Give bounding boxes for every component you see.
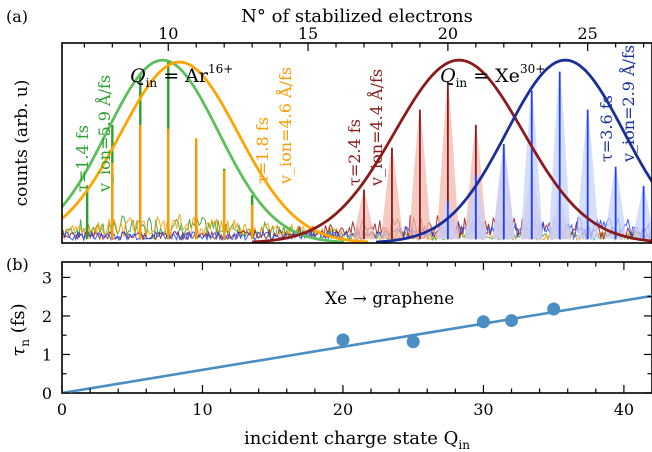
top-axis-tick-label: 20 [438,24,458,43]
series-tau-label: τ=3.6 fs [597,95,616,162]
panel-a-y-axis-label: counts (arb. u) [12,80,32,207]
series-velocity-label: v_ion=2.9 Å/fs [618,45,638,163]
series-velocity-label: v_ion=4.4 Å/fs [366,69,386,187]
series-tau-label: τ=2.4 fs [345,119,364,186]
panel-a-frame [61,42,652,244]
series-tau-label: τ=1.4 fs [73,125,92,192]
panel-b-annotation: Xe → graphene [325,289,454,309]
x-axis-tick-label: 10 [192,400,212,419]
panel-b-data-layers [61,294,652,395]
top-axis-tick-label: 15 [298,24,318,43]
data-point [406,335,420,349]
x-axis-tick-label: 0 [57,400,67,419]
y-axis-tick-label: 3 [42,268,52,287]
fit-line [61,294,652,395]
gaussian-fit-line [60,58,345,244]
argon-group-label: Qin = Ar16+ [130,62,233,90]
data-point [505,314,519,328]
gaussian-fit-line [61,60,369,244]
panel-b-x-axis-label: incident charge state Qin [244,428,470,452]
panel-a-top-ticks: 10 15 20 25 [83,24,645,51]
peak-fill [632,185,652,240]
gaussian-fit-line [251,58,652,244]
x-axis-tick-label: 30 [473,400,493,419]
gaussian-fit-line [375,58,652,244]
series-velocity-label: v_ion=4.6 Å/fs [275,67,295,185]
data-point [547,302,561,316]
data-point [476,315,490,329]
series-tau-label: τ=1.8 fs [253,117,272,184]
x-axis-tick-label: 20 [333,400,353,419]
y-axis-tick-label: 1 [42,345,52,364]
series-annotation-darkred: τ=2.4 fs v_ion=4.4 Å/fs [345,69,386,187]
xenon-group-label: Qin = Xe30+ [440,62,545,90]
panel-a-data-layers [60,58,652,244]
x-axis-tick-label: 40 [614,400,634,419]
top-axis-tick-label: 10 [158,24,178,43]
series-annotation-blue: τ=3.6 fs v_ion=2.9 Å/fs [597,45,638,163]
top-axis-tick-label: 25 [578,24,598,43]
panel-b-frame [61,261,652,394]
y-axis-tick-label: 2 [42,307,52,326]
panel-b: 0 10 20 30 40 0 1 2 3 Xe → graphene incident cha… [8,261,652,452]
series-annotation-orange: τ=1.8 fs v_ion=4.6 Å/fs [253,67,295,185]
data-point [336,333,350,347]
panel-b-label: (b) [6,255,29,274]
y-axis-tick-label: 0 [42,384,52,403]
series-annotation-green: τ=1.4 fs v_ion=5.9 Å/fs [73,75,114,193]
series-velocity-label: v_ion=5.9 Å/fs [94,75,114,193]
panel-a-label: (a) [6,7,28,26]
panel-a-top-axis-label: N° of stabilized electrons [241,6,473,27]
panel-a: 10 15 20 25 N° of stabilized electrons coun… [12,6,652,244]
panel-b-ticks: 0 10 20 30 40 0 1 2 3 [42,262,652,419]
panel-b-y-axis-label: τn (fs) [8,303,32,356]
